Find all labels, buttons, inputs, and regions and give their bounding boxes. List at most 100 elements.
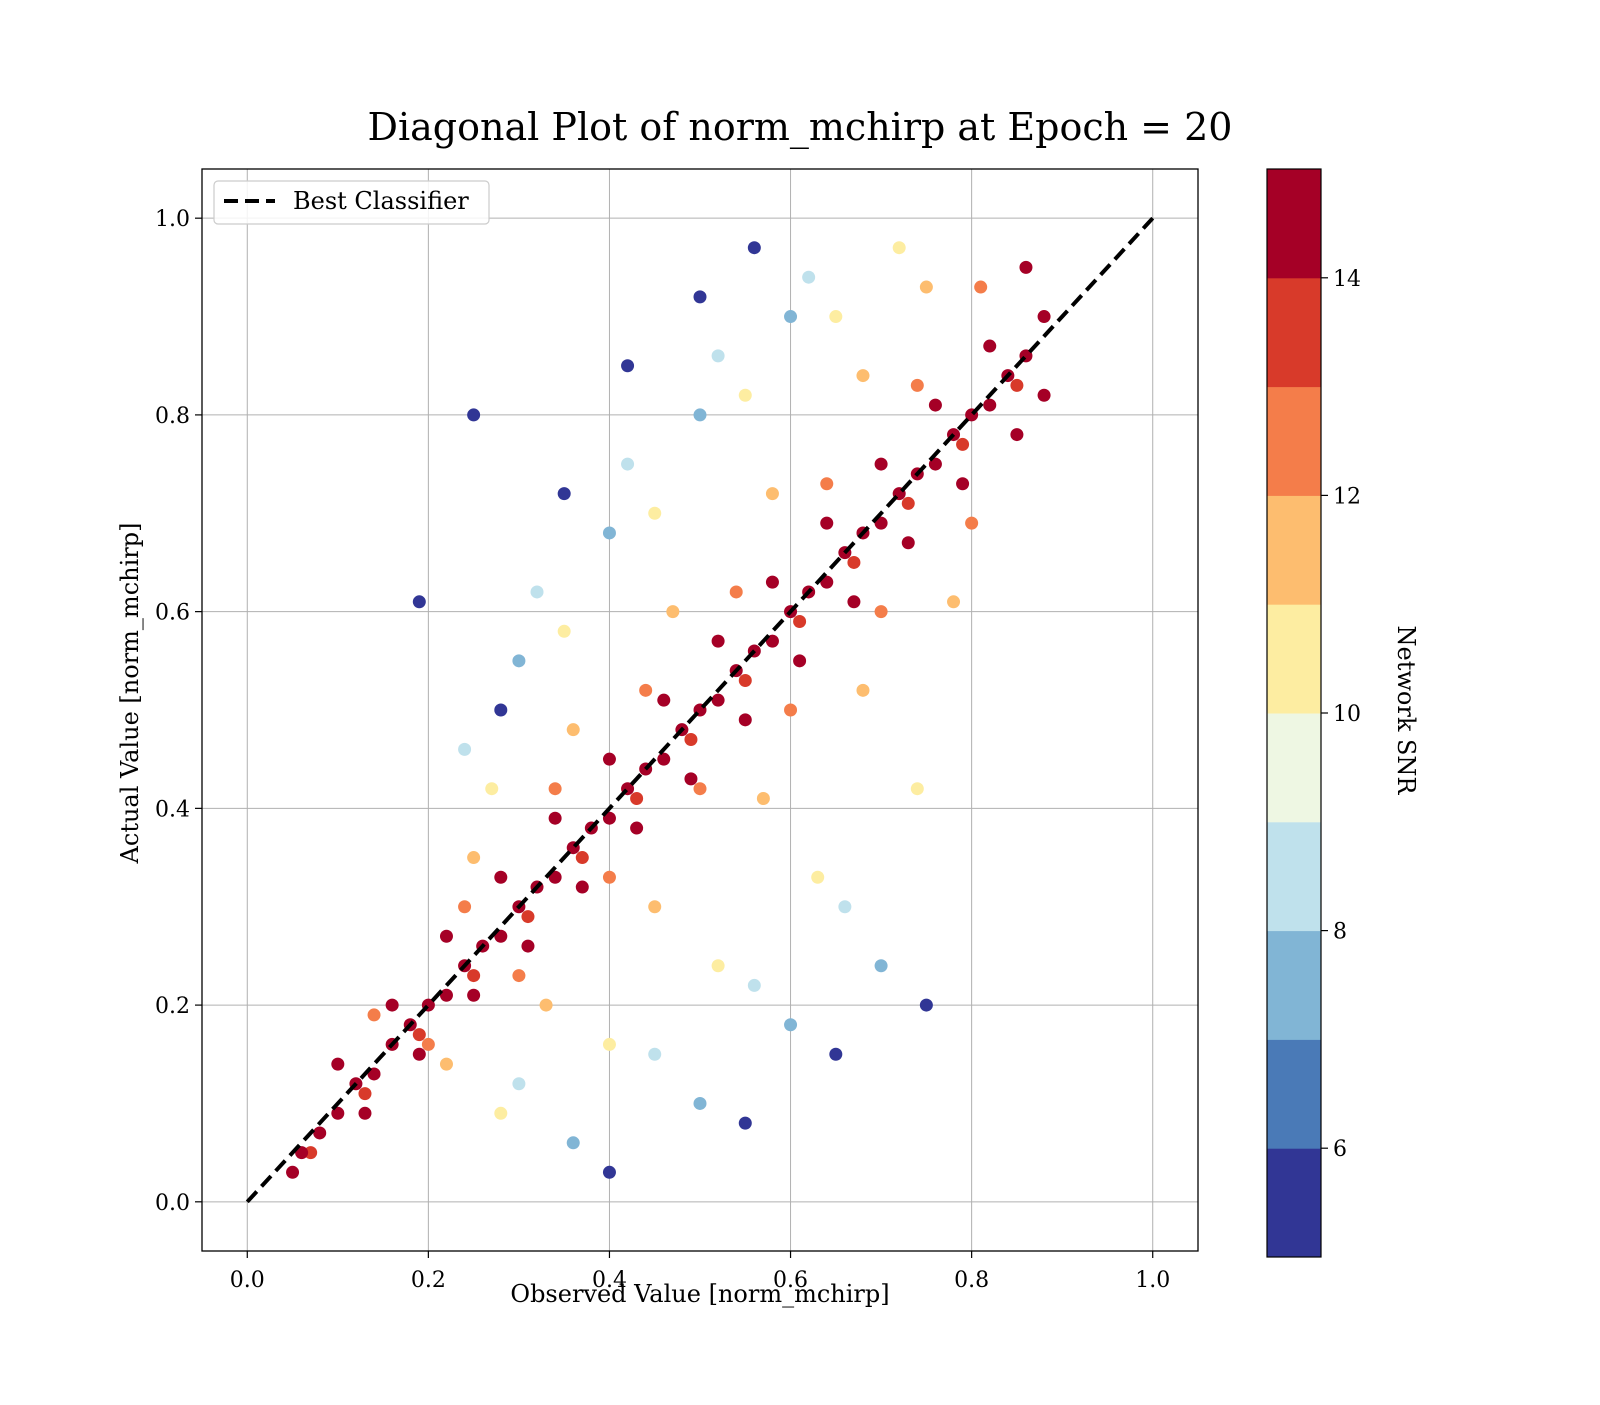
scatter-point	[412, 595, 426, 609]
x-tick-label: 0.4	[592, 1268, 627, 1293]
scatter-point	[639, 683, 653, 697]
scatter-point	[412, 1028, 426, 1042]
scatter-point	[892, 241, 906, 255]
scatter-point	[847, 555, 861, 569]
scatter-point	[847, 595, 861, 609]
scatter-point	[358, 1087, 372, 1101]
scatter-point	[521, 939, 535, 953]
scatter-point	[829, 310, 843, 324]
scatter-point	[367, 1008, 381, 1022]
scatter-point	[910, 378, 924, 392]
scatter-point	[621, 457, 635, 471]
colorbar-label: Network SNR	[1392, 626, 1420, 796]
scatter-point	[313, 1126, 327, 1140]
scatter-point	[901, 496, 915, 510]
scatter-point	[856, 369, 870, 383]
scatter-point	[602, 526, 616, 540]
colorbar-tick-label: 8	[1333, 920, 1347, 945]
scatter-point	[747, 241, 761, 255]
scatter-point	[575, 880, 589, 894]
scatter-point	[693, 408, 707, 422]
colorbar-bin	[1267, 604, 1321, 714]
x-tick-label: 0.6	[773, 1268, 808, 1293]
scatter-point	[793, 654, 807, 668]
scatter-point	[956, 437, 970, 451]
chart-title: Diagonal Plot of norm_mchirp at Epoch = …	[368, 105, 1233, 150]
scatter-point	[439, 929, 453, 943]
scatter-point	[666, 605, 680, 619]
scatter-point	[467, 851, 481, 865]
plot-area: 0.0 0.2 0.4 0.6 0.8 1.0 0.0 0.2 0.4 0.6 0.8 1.0	[155, 168, 1199, 1293]
colorbar-bin	[1267, 1148, 1321, 1258]
colorbar-bin	[1267, 386, 1321, 496]
colorbar-bin	[1267, 1039, 1321, 1149]
colorbar-bin	[1267, 930, 1321, 1040]
scatter-point	[693, 782, 707, 796]
scatter-point	[738, 713, 752, 727]
scatter-point	[965, 516, 979, 530]
scatter-point	[711, 634, 725, 648]
scatter-point	[802, 270, 816, 284]
scatter-point	[820, 477, 834, 491]
scatter-point	[838, 900, 852, 914]
colorbar-bin	[1267, 713, 1321, 823]
colorbar-tick-label: 6	[1333, 1137, 1347, 1162]
colorbar-bin	[1267, 495, 1321, 605]
scatter-point	[919, 998, 933, 1012]
colorbar-tick-label: 10	[1333, 702, 1361, 727]
scatter-point	[765, 575, 779, 589]
scatter-point	[512, 654, 526, 668]
scatter-point	[421, 1037, 435, 1051]
scatter-point	[566, 1136, 580, 1150]
colorbar-tick-label: 14	[1333, 267, 1361, 292]
x-tick-label: 0.8	[954, 1268, 989, 1293]
scatter-point	[467, 988, 481, 1002]
scatter-point	[820, 516, 834, 530]
y-axis-ticks: 0.0 0.2 0.4 0.6 0.8 1.0	[155, 207, 202, 1216]
scatter-point	[693, 1096, 707, 1110]
scatter-point	[530, 585, 544, 599]
scatter-point	[602, 1165, 616, 1179]
scatter-point	[602, 1037, 616, 1051]
scatter-point	[494, 1106, 508, 1120]
scatter-point	[738, 1116, 752, 1130]
y-tick-label: 1.0	[155, 207, 190, 232]
scatter-point	[512, 969, 526, 983]
scatter-points	[286, 241, 1051, 1179]
scatter-point	[412, 1047, 426, 1061]
scatter-point	[729, 585, 743, 599]
scatter-point	[1010, 428, 1024, 442]
x-axis-ticks: 0.0 0.2 0.4 0.6 0.8 1.0	[230, 1251, 1170, 1293]
scatter-point	[747, 978, 761, 992]
scatter-point	[684, 733, 698, 747]
scatter-point	[910, 782, 924, 796]
y-tick-label: 0.8	[155, 404, 190, 429]
scatter-point	[331, 1057, 345, 1071]
scatter-point	[494, 929, 508, 943]
scatter-point	[557, 624, 571, 638]
scatter-point	[657, 752, 671, 766]
scatter-point	[548, 811, 562, 825]
scatter-point	[621, 359, 635, 373]
scatter-point	[548, 870, 562, 884]
plot-frame	[201, 168, 1199, 1252]
scatter-point	[512, 1077, 526, 1091]
colorbar-bins	[1267, 169, 1321, 1258]
scatter-point	[784, 1018, 798, 1032]
scatter-point	[331, 1106, 345, 1120]
colorbar-bin	[1267, 277, 1321, 388]
scatter-point	[784, 703, 798, 717]
x-tick-label: 0.0	[230, 1268, 265, 1293]
scatter-point	[458, 900, 472, 914]
scatter-point	[928, 457, 942, 471]
scatter-point	[947, 595, 961, 609]
scatter-point	[467, 969, 481, 983]
scatter-point	[602, 811, 616, 825]
best-classifier-line	[245, 216, 1155, 1204]
x-tick-label: 0.2	[411, 1268, 446, 1293]
scatter-point	[983, 339, 997, 353]
scatter-point	[367, 1067, 381, 1081]
colorbar-bin	[1267, 821, 1321, 932]
